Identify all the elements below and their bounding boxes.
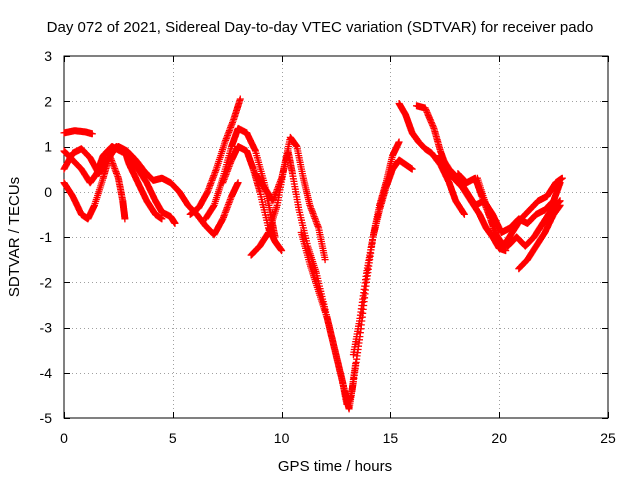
y-tick-label: -3 [40, 320, 53, 336]
series-markers [395, 100, 468, 218]
series-markers [186, 95, 244, 218]
series-arc-1 [60, 127, 96, 138]
x-tick-label: 15 [383, 430, 399, 446]
series-markers [60, 127, 96, 138]
tick-labels: 0 5 10 15 20 25 -5 -4 -3 -2 -1 0 1 2 3 [40, 48, 616, 446]
series-markers [349, 156, 416, 359]
chart-title: Day 072 of 2021, Sidereal Day-to-day VTE… [47, 19, 594, 36]
series-arc-4 [60, 152, 129, 223]
x-axis-label: GPS time / hours [278, 458, 392, 475]
series-markers [515, 201, 564, 273]
series-arc-13 [395, 100, 468, 218]
series-arc-5 [114, 143, 242, 239]
x-tick-label: 25 [600, 430, 616, 446]
x-tick-label: 10 [274, 430, 290, 446]
y-tick-label: -1 [40, 229, 53, 245]
series-markers [114, 143, 242, 239]
y-tick-label: 3 [44, 48, 52, 64]
x-tick-label: 20 [491, 430, 507, 446]
y-tick-label: -2 [40, 274, 53, 290]
data-marks [60, 95, 566, 413]
y-tick-label: -4 [40, 365, 53, 381]
y-tick-label: 1 [44, 139, 52, 155]
x-tick-label: 5 [169, 430, 177, 446]
series-markers [60, 152, 129, 223]
y-tick-label: 0 [44, 184, 52, 200]
series-arc-18 [515, 201, 564, 273]
series-arc-12 [349, 156, 416, 359]
y-tick-label: -5 [40, 410, 53, 426]
series-arc-6 [186, 95, 244, 218]
series-markers [473, 174, 566, 250]
x-tick-label: 0 [60, 430, 68, 446]
series-arc-17 [473, 174, 566, 250]
y-tick-label: 2 [44, 93, 52, 109]
y-axis-label: SDTVAR / TECUs [6, 177, 23, 297]
